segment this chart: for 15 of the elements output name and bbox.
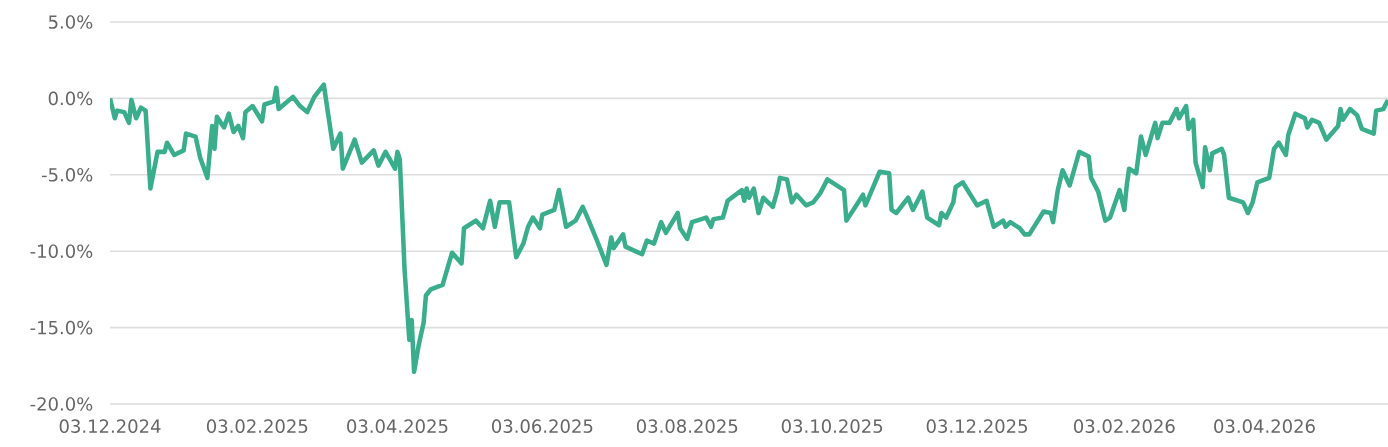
y-tick-label: -15.0%: [30, 320, 93, 335]
x-tick-label: 03.08.2025: [636, 419, 738, 433]
x-tick-label: 03.10.2025: [781, 419, 883, 433]
y-tick-label: -10.0%: [30, 244, 93, 258]
x-tick-label: 03.12.2024: [59, 419, 161, 433]
x-tick-label: 03.02.2026: [1074, 419, 1175, 433]
y-tick-label: 0.0%: [48, 91, 93, 106]
x-tick-label: 03.06.2025: [492, 419, 593, 433]
y-tick-label: -5.0%: [41, 167, 93, 182]
x-tick-label: 03.02.2025: [206, 419, 308, 433]
x-tick-label: 03.12.2025: [926, 419, 1027, 433]
y-tick-label: -20.0%: [30, 397, 93, 411]
y-tick-label: 5.0%: [48, 15, 93, 29]
x-tick-label: 03.04.2026: [1214, 419, 1315, 433]
x-tick-label: 03.04.2025: [347, 419, 448, 433]
